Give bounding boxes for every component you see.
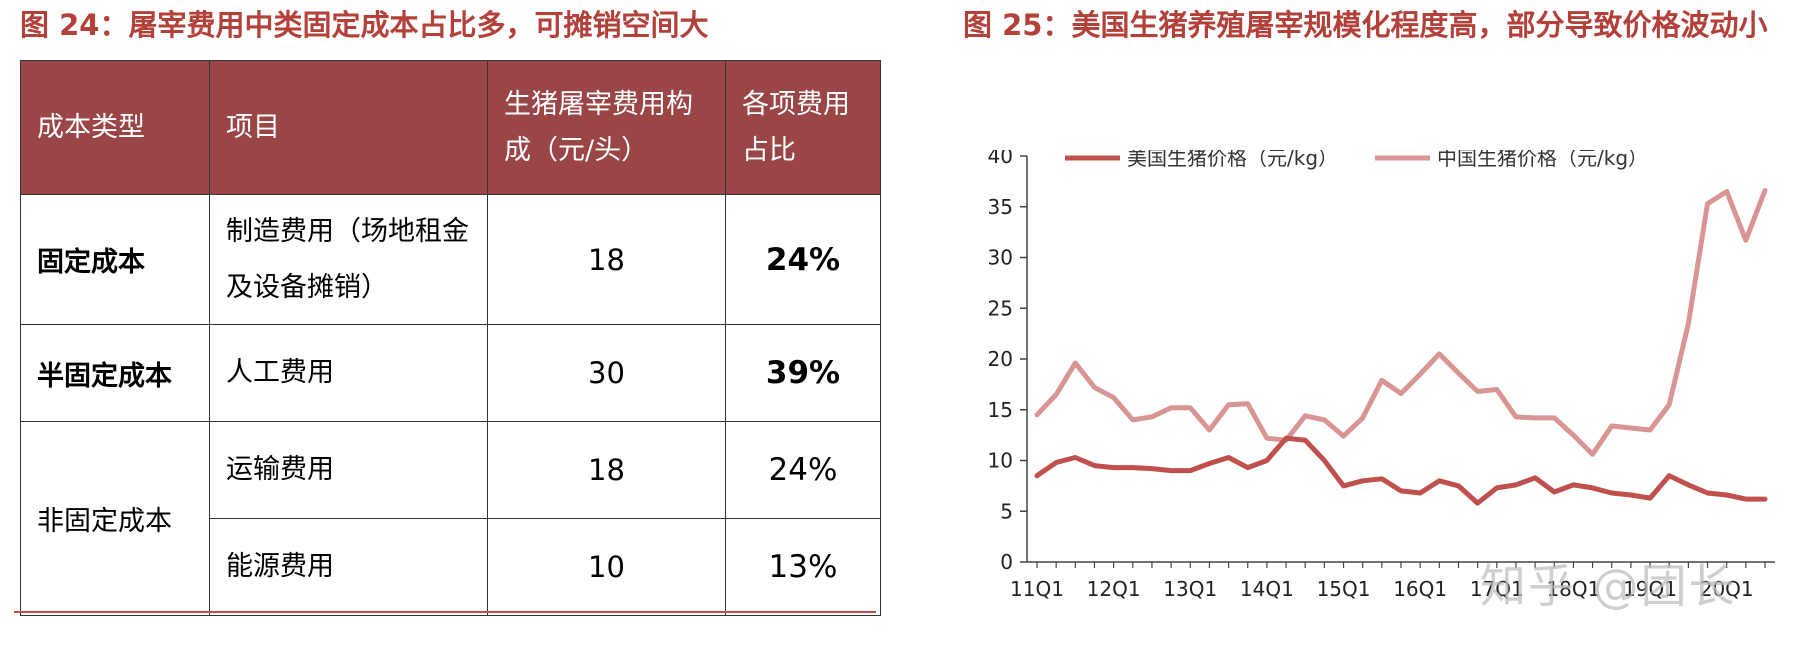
y-tick-label: 25 [988,296,1013,320]
cell-item: 能源费用 [209,518,488,616]
cell-cost-type: 非固定成本 [20,421,210,616]
china-price-series-line [1034,188,1768,457]
table-row: 固定成本 制造费用（场地租金及设备摊销） 18 24% [20,194,881,325]
table-row: 非固定成本 运输费用 18 24% [20,421,881,616]
cell-cost: 30 [487,324,726,422]
legend-label: 中国生猪价格（元/kg） [1437,150,1648,170]
x-tick-label: 11Q1 [1010,577,1064,601]
chart-axes: 0 5 10 15 20 25 30 35 40 11Q1 12Q1 13Q1 14Q1 15Q1 16Q1… [988,150,1775,601]
header-item: 项目 [209,60,488,195]
us-price-series-line [1034,435,1768,506]
cost-structure-table: 成本类型 项目 生猪屠宰费用构成（元/头） 各项费用占比 固定成本 制造费用（场… [20,60,881,616]
cell-cost: 18 [487,421,726,519]
y-tick-label: 30 [988,246,1013,270]
watermark: 知乎 @团长 [1480,559,1737,613]
table-row: 能源费用 10 13% [21,518,881,616]
legend-label: 美国生猪价格（元/kg） [1127,150,1338,170]
right-figure-title: 图 25：美国生猪养殖屠宰规模化程度高，部分导致价格波动小 [963,8,1768,42]
header-cost: 生猪屠宰费用构成（元/头） [487,60,726,195]
x-tick-label: 13Q1 [1163,577,1217,601]
y-tick-label: 15 [988,398,1013,422]
cell-cost: 10 [487,518,726,616]
y-tick-label: 40 [988,150,1013,168]
cell-share: 39% [725,324,881,422]
cell-cost: 18 [487,194,726,325]
header-share: 各项费用占比 [725,60,881,195]
x-tick-label: 15Q1 [1317,577,1371,601]
cell-item: 人工费用 [209,324,488,422]
y-tick-label: 35 [988,195,1013,219]
y-tick-label: 20 [988,347,1013,371]
cell-share: 13% [725,518,881,616]
table-row: 半固定成本 人工费用 30 39% [20,324,881,422]
x-tick-label: 14Q1 [1240,577,1294,601]
cell-item: 运输费用 [209,421,488,519]
cell-share: 24% [725,194,881,325]
cell-cost-type: 半固定成本 [20,324,210,422]
x-tick-label: 16Q1 [1393,577,1447,601]
table-bottom-rule [14,611,876,613]
y-tick-label: 0 [1000,550,1013,574]
cell-item: 制造费用（场地租金及设备摊销） [209,194,488,325]
left-figure-title: 图 24：屠宰费用中类固定成本占比多，可摊销空间大 [20,8,709,42]
x-tick-label: 12Q1 [1087,577,1141,601]
y-tick-label: 10 [988,449,1013,473]
x-tick-label: 18Q1 [1546,577,1600,601]
x-tick-label: 17Q1 [1470,577,1524,601]
price-line-chart: 0 5 10 15 20 25 30 35 40 11Q1 12Q1 13Q1 14Q1 15Q1 16Q1… [988,150,1775,601]
x-tick-label: 20Q1 [1700,577,1754,601]
header-cost-type: 成本类型 [20,60,210,195]
chart-legend: 美国生猪价格（元/kg） 中国生猪价格（元/kg） [1065,150,1648,170]
y-tick-label: 5 [1000,499,1013,523]
table-header-row: 成本类型 项目 生猪屠宰费用构成（元/头） 各项费用占比 [20,60,881,195]
cell-share: 24% [725,421,881,519]
cell-cost-type: 固定成本 [20,194,210,325]
x-tick-label: 19Q1 [1623,577,1677,601]
chart-series [1034,188,1768,506]
